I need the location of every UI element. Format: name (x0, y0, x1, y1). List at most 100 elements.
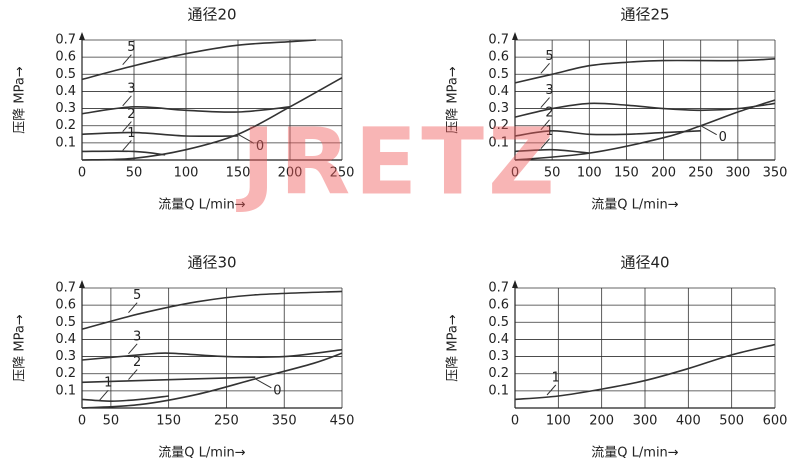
chart-title: 通径40 (620, 254, 669, 272)
curve-label: 1 (127, 126, 135, 141)
chart-title: 通径20 (187, 6, 236, 24)
x-axis-label: 流量Q L/min→ (158, 446, 246, 461)
x-tick-label: 350 (763, 166, 788, 181)
curve (514, 148, 590, 154)
curve-label: 5 (545, 49, 553, 64)
curve (81, 131, 239, 138)
axis-arrow (512, 280, 518, 288)
x-tick-label: 0 (511, 166, 519, 181)
leader-line (128, 302, 138, 314)
chart-title: 通径25 (620, 6, 669, 24)
x-tick-label: 150 (226, 166, 251, 181)
leader-line (99, 389, 109, 401)
y-tick-label: 0.2 (55, 366, 76, 381)
curve (514, 58, 776, 84)
x-tick-label: 100 (577, 166, 602, 181)
curve-label: 5 (127, 40, 135, 55)
curve (514, 99, 776, 161)
x-tick-label: 50 (544, 166, 561, 181)
y-tick-label: 0.5 (488, 315, 509, 330)
x-tick-label: 300 (725, 166, 750, 181)
y-tick-label: 0.3 (55, 349, 76, 364)
curve (81, 150, 166, 156)
x-tick-label: 0 (511, 414, 519, 429)
x-tick-label: 150 (614, 166, 639, 181)
leader-line (546, 384, 557, 396)
y-tick-label: 0.3 (488, 349, 509, 364)
leader-line (128, 343, 138, 355)
x-tick-label: 100 (174, 166, 199, 181)
y-tick-label: 0.6 (55, 50, 76, 65)
x-tick-label: 500 (719, 414, 744, 429)
y-tick-label: 0.7 (488, 281, 509, 296)
x-axis-label: 流量Q L/min→ (591, 446, 679, 461)
curve (81, 348, 343, 361)
y-tick-label: 0.4 (55, 84, 76, 99)
x-tick-label: 250 (214, 414, 239, 429)
y-tick-label: 0.5 (488, 67, 509, 82)
curve-label: 0 (256, 139, 264, 154)
curve-label: 2 (127, 107, 135, 122)
curve-label: 3 (545, 83, 553, 98)
leader-line (540, 119, 550, 131)
y-axis-label: 压降 MPa→ (13, 66, 28, 134)
x-tick-label: 250 (330, 166, 355, 181)
y-tick-label: 0.1 (488, 383, 509, 398)
leader-line (540, 138, 550, 150)
y-tick-label: 0.3 (55, 101, 76, 116)
chart-title: 通径30 (187, 254, 236, 272)
leader-line (700, 125, 717, 136)
y-tick-label: 0.7 (488, 33, 509, 48)
y-axis-label: 压降 MPa→ (13, 314, 28, 382)
curve-label: 0 (273, 383, 281, 398)
curve (81, 106, 291, 115)
y-tick-label: 0.2 (488, 366, 509, 381)
x-axis-label: 流量Q L/min→ (591, 198, 679, 213)
y-tick-label: 0.6 (488, 50, 509, 65)
x-tick-label: 100 (546, 414, 571, 429)
x-tick-label: 250 (688, 166, 713, 181)
y-axis-label: 压降 MPa→ (446, 314, 461, 382)
chart: 通径25 流量Q L/min→ 压降 MPa→ 0.1 0.2 0.3 0.4 0.5 0.6 0… (446, 6, 788, 213)
x-tick-label: 350 (272, 414, 297, 429)
y-tick-label: 0.1 (488, 135, 509, 150)
chart: 通径20 流量Q L/min→ 压降 MPa→ 0.1 0.2 0.3 0.4 0.5 0.6 0… (13, 6, 355, 213)
curve (81, 39, 317, 81)
curve (514, 102, 776, 118)
y-tick-label: 0.1 (55, 135, 76, 150)
y-tick-label: 0.6 (488, 298, 509, 313)
y-tick-label: 0.1 (55, 383, 76, 398)
axis-arrow (79, 280, 85, 288)
x-tick-label: 50 (103, 414, 120, 429)
x-axis-label: 流量Q L/min→ (158, 198, 246, 213)
x-tick-label: 200 (278, 166, 303, 181)
leader-line (540, 62, 550, 74)
charts: 通径20 流量Q L/min→ 压降 MPa→ 0.1 0.2 0.3 0.4 0.5 0.6 0… (13, 6, 788, 461)
chart: 通径30 流量Q L/min→ 压降 MPa→ 0.1 0.2 0.3 0.4 0.5 0.6 0… (13, 254, 355, 461)
curve (81, 395, 169, 402)
y-tick-label: 0.4 (488, 332, 509, 347)
x-tick-label: 450 (330, 414, 355, 429)
y-tick-label: 0.7 (55, 281, 76, 296)
curve (81, 376, 256, 384)
y-tick-label: 0.4 (488, 84, 509, 99)
y-tick-label: 0.7 (55, 33, 76, 48)
x-tick-label: 200 (651, 166, 676, 181)
y-tick-label: 0.3 (488, 101, 509, 116)
curve-label: 3 (127, 81, 135, 96)
leader-line (122, 140, 132, 151)
x-tick-label: 600 (763, 414, 788, 429)
y-tick-label: 0.2 (488, 118, 509, 133)
curve (81, 352, 343, 409)
watermark: JRETZ (235, 108, 558, 215)
x-tick-label: 50 (126, 166, 143, 181)
chart: 通径40 流量Q L/min→ 压降 MPa→ 0.1 0.2 0.3 0.4 0.5 0.6 0… (446, 254, 788, 461)
y-tick-label: 0.5 (55, 315, 76, 330)
y-tick-label: 0.4 (55, 332, 76, 347)
y-tick-label: 0.2 (55, 118, 76, 133)
leader-line (255, 378, 272, 389)
leader-line (128, 369, 138, 380)
curve-label: 1 (104, 376, 112, 391)
curve (514, 343, 776, 401)
